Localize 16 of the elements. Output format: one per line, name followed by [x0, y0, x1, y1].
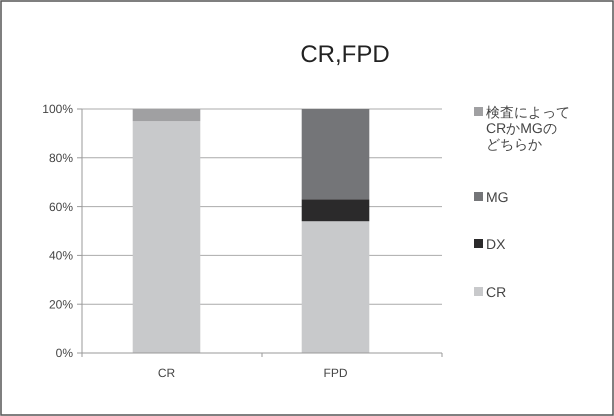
chart-title: CR,FPD: [300, 41, 390, 68]
y-tick-label: 0%: [56, 346, 74, 360]
bar: [132, 121, 200, 353]
y-tick-label: 60%: [48, 200, 74, 214]
y-tick-label: 40%: [48, 248, 74, 263]
y-tick-label: 80%: [48, 151, 74, 165]
bar: [302, 221, 370, 353]
y-tick-label: 20%: [48, 297, 74, 312]
bar: [302, 199, 370, 222]
legend-label: DX: [486, 236, 506, 252]
y-tick-label: 100%: [42, 102, 74, 116]
x-tick-label: FPD: [324, 366, 348, 380]
legend-label: CR: [486, 284, 506, 300]
bar: [302, 109, 370, 200]
legend-label: MG: [486, 188, 509, 205]
legend-label: 検査によってCRかMGのどちらか: [486, 104, 570, 152]
